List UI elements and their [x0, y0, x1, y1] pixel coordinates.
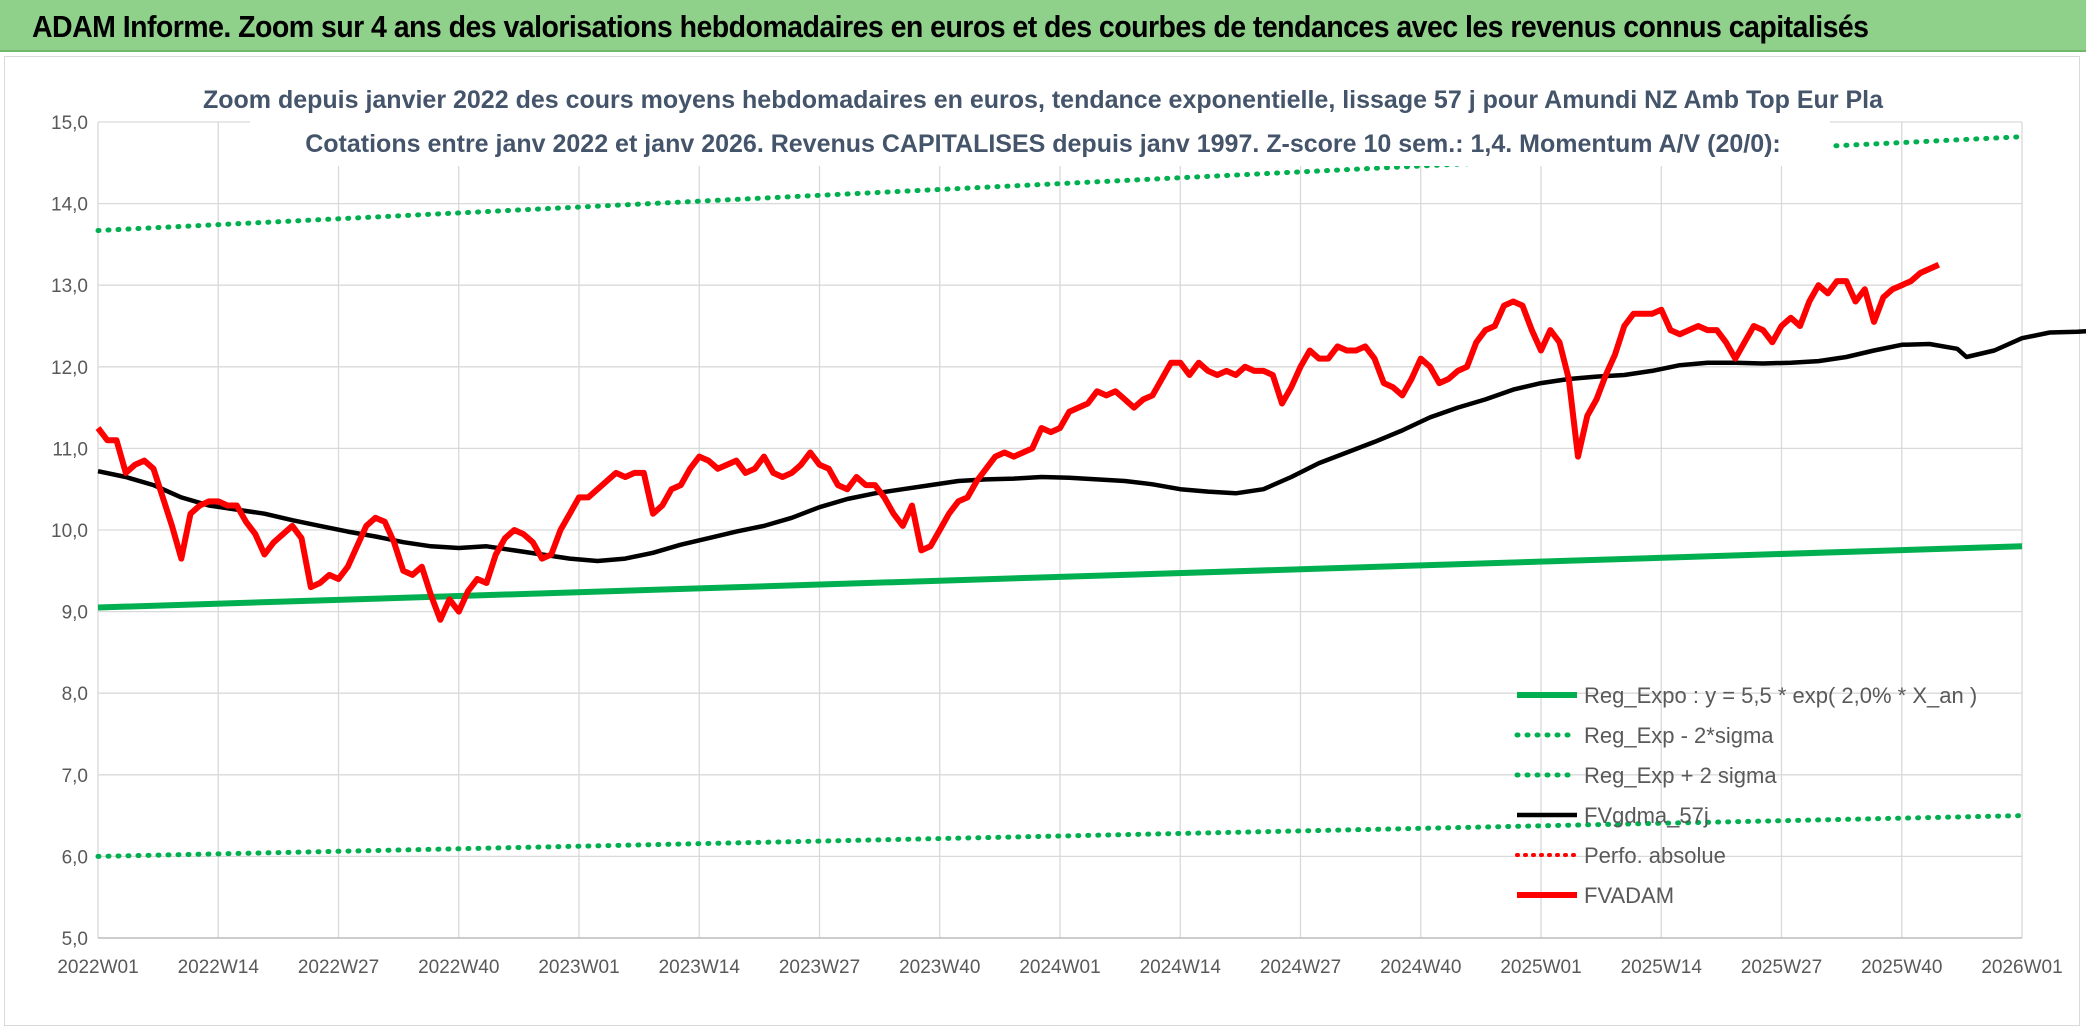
- x-tick-label: 2022W27: [298, 957, 379, 978]
- chart-title-background: [250, 82, 1830, 166]
- chart-title-line1: Zoom depuis janvier 2022 des cours moyen…: [203, 86, 1884, 114]
- x-tick-label: 2025W40: [1861, 957, 1942, 978]
- x-tick-label: 2024W14: [1140, 957, 1222, 978]
- y-tick-label: 6,0: [62, 847, 88, 868]
- x-tick-label: 2023W14: [659, 957, 741, 978]
- chart-grid: [97, 121, 2023, 939]
- x-tick-label: 2024W01: [1019, 957, 1100, 978]
- x-tick-label: 2023W40: [899, 957, 980, 978]
- y-tick-label: 15,0: [51, 113, 88, 134]
- series-line-reg-exp-2-sigma: [95, 134, 2025, 233]
- legend-label: Perfo. absolue: [1584, 843, 1726, 868]
- legend-label: FVADAM: [1584, 883, 1674, 908]
- y-tick-label: 5,0: [62, 929, 88, 950]
- legend-label: Reg_Exp - 2*sigma: [1584, 723, 1774, 748]
- report-banner-title: ADAM Informe. Zoom sur 4 ans des valoris…: [32, 9, 1869, 44]
- legend-label: Reg_Exp + 2 sigma: [1584, 763, 1777, 788]
- y-tick-label: 12,0: [51, 358, 88, 379]
- y-tick-label: 13,0: [51, 276, 88, 297]
- y-axis-ticks: 5,0 6,0 7,0 8,0 9,0 10,0 11,0 12,0 13,0 14,0 15,0: [51, 113, 88, 950]
- x-tick-label: 2022W14: [178, 957, 260, 978]
- x-tick-label: 2023W27: [779, 957, 860, 978]
- chart-series: [95, 134, 2086, 859]
- y-tick-label: 11,0: [52, 439, 88, 460]
- x-tick-label: 2022W40: [418, 957, 499, 978]
- x-tick-label: 2022W01: [57, 957, 138, 978]
- x-tick-label: 2025W14: [1621, 957, 1703, 978]
- x-tick-label: 2024W27: [1260, 957, 1341, 978]
- x-tick-label: 2024W40: [1380, 957, 1461, 978]
- series-line-fvadam: [95, 262, 1941, 623]
- x-tick-label: 2025W27: [1741, 957, 1822, 978]
- x-axis-ticks: 2022W01 2022W14 2022W27 2022W40 2023W01 2023W…: [57, 957, 2062, 978]
- legend-label: FVgdma_57j: [1584, 803, 1709, 828]
- y-tick-label: 7,0: [62, 766, 88, 787]
- chart-legend: Reg_Expo : y = 5,5 * exp( 2,0% * X_an ) R…: [1514, 683, 1977, 908]
- y-tick-label: 8,0: [62, 684, 88, 705]
- series-line-reg-expo-y-5-5-exp-2-0-x-an: [97, 543, 2023, 611]
- x-tick-label: 2023W01: [538, 957, 619, 978]
- report-banner: ADAM Informe. Zoom sur 4 ans des valoris…: [0, 0, 2086, 52]
- y-tick-label: 14,0: [51, 195, 88, 216]
- y-tick-label: 9,0: [62, 603, 88, 624]
- x-tick-label: 2026W01: [1981, 957, 2062, 978]
- x-tick-label: 2025W01: [1500, 957, 1581, 978]
- y-tick-label: 10,0: [51, 521, 88, 542]
- series-line-fvgdma-57j: [97, 328, 2086, 564]
- series-line-reg-exp-2-sigma: [95, 813, 2025, 859]
- legend-label: Reg_Expo : y = 5,5 * exp( 2,0% * X_an ): [1584, 683, 1977, 708]
- chart-title-line2: Cotations entre janv 2022 et janv 2026. …: [305, 130, 1781, 158]
